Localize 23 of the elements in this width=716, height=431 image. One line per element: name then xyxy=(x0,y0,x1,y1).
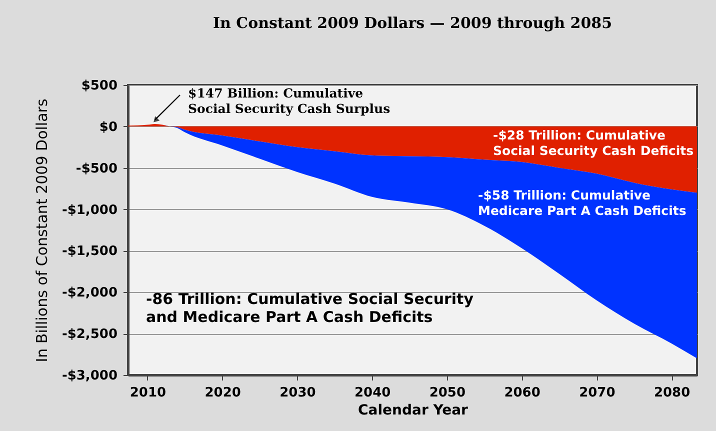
annotation: -$28 Trillion: Cumulative Social Security Cash Deficits xyxy=(493,128,694,158)
chart-title: In Constant 2009 Dollars — 2009 through 2085 xyxy=(212,14,612,32)
annotation: -$58 Trillion: Cumulative Medicare Part A Cash Deficits xyxy=(478,187,686,218)
x-tick-label: 2010 xyxy=(130,386,166,400)
x-tick-label: 2020 xyxy=(204,386,241,400)
y-tick-label: -$2,500 xyxy=(62,327,118,342)
y-axis-title: In Billions of Constant 2009 Dollars xyxy=(32,98,51,362)
y-tick-label: -$1,000 xyxy=(62,202,118,218)
x-tick-label: 2070 xyxy=(579,386,616,400)
x-tick-label: 2050 xyxy=(429,386,466,400)
x-tick-label: 2040 xyxy=(354,386,391,400)
annotation: -86 Trillion: Cumulative Social Security and Medicare Part A Cash Deficits xyxy=(146,290,474,326)
y-tick-label: -$3,000 xyxy=(62,368,118,384)
annotation: $147 Billion: Cumulative Social Security Cash Surplus xyxy=(188,85,390,116)
y-tick-label: -$500 xyxy=(76,161,118,176)
x-tick-label: 2060 xyxy=(504,386,540,400)
y-tick-label: $500 xyxy=(81,78,118,94)
y-tick-label: -$2,000 xyxy=(62,286,118,301)
x-tick-label: 2030 xyxy=(280,386,316,400)
y-tick-label: $0 xyxy=(99,120,118,135)
y-tick-label: -$1,500 xyxy=(62,244,118,260)
x-axis-title: Calendar Year xyxy=(358,402,468,418)
x-tick-label: 2080 xyxy=(654,386,690,400)
